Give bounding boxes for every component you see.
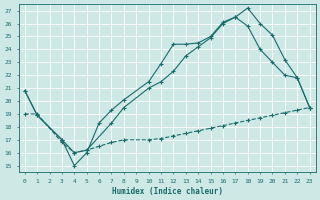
- X-axis label: Humidex (Indice chaleur): Humidex (Indice chaleur): [112, 187, 223, 196]
